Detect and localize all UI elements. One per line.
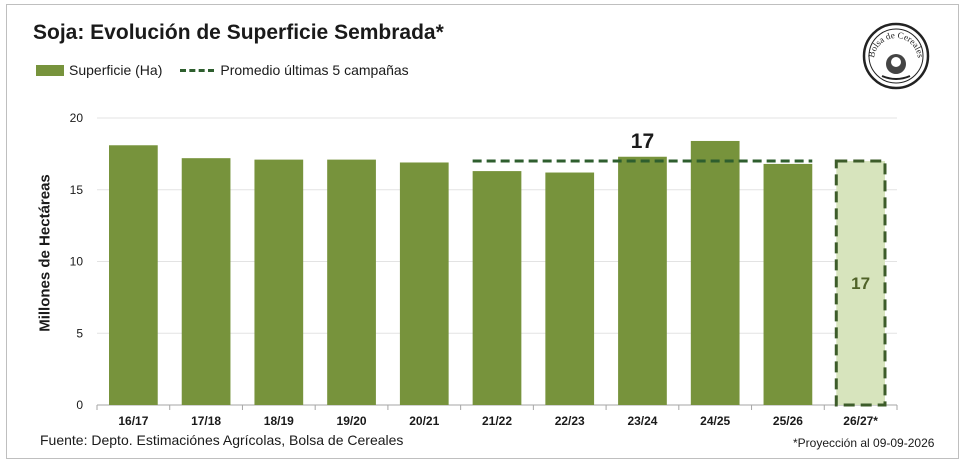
x-tick-label: 16/17 xyxy=(118,414,148,428)
x-tick-label: 19/20 xyxy=(337,414,367,428)
legend: Superficie (Ha) Promedio últimas 5 campa… xyxy=(36,62,409,78)
bar xyxy=(109,145,158,405)
projection-bar xyxy=(834,159,887,407)
bar xyxy=(399,162,449,405)
x-tick-label: 25/26 xyxy=(773,414,803,428)
bar xyxy=(254,159,304,405)
x-tick-label: 17/18 xyxy=(191,414,221,428)
x-tick-label: 22/23 xyxy=(555,414,585,428)
y-tick-label: 20 xyxy=(70,111,84,125)
legend-bar-swatch xyxy=(36,64,64,76)
chart-title: Soja: Evolución de Superficie Sembrada* xyxy=(33,21,444,44)
x-tick-label: 26/27* xyxy=(843,414,878,428)
y-tick-label: 0 xyxy=(76,398,83,412)
legend-line-swatch xyxy=(180,68,215,72)
bar xyxy=(618,156,667,405)
projection-data-label: 17 xyxy=(851,274,870,293)
bar xyxy=(545,172,595,405)
bar xyxy=(327,159,376,405)
y-tick-label: 10 xyxy=(70,255,84,269)
source-note: Fuente: Depto. Estimaciónes Agrícolas, B… xyxy=(40,432,404,448)
x-tick-label: 24/25 xyxy=(700,414,730,428)
bar xyxy=(472,171,522,405)
y-tick-label: 15 xyxy=(70,183,84,197)
x-tick-label: 23/24 xyxy=(627,414,657,428)
legend-line-label: Promedio últimas 5 campañas xyxy=(220,62,409,78)
x-tick-label: 18/19 xyxy=(264,414,294,428)
projection-footnote: *Proyección al 09-09-2026 xyxy=(793,436,935,450)
x-tick-label: 20/21 xyxy=(409,414,439,428)
bar xyxy=(181,158,231,405)
bar xyxy=(763,163,813,405)
bar xyxy=(690,140,740,405)
y-tick-label: 5 xyxy=(76,326,83,340)
average-label: 17 xyxy=(631,130,654,153)
bolsa-de-cereales-logo: Bolsa de Cereales xyxy=(862,22,930,90)
legend-bar-label: Superficie (Ha) xyxy=(69,62,163,78)
x-tick-label: 21/22 xyxy=(482,414,512,428)
